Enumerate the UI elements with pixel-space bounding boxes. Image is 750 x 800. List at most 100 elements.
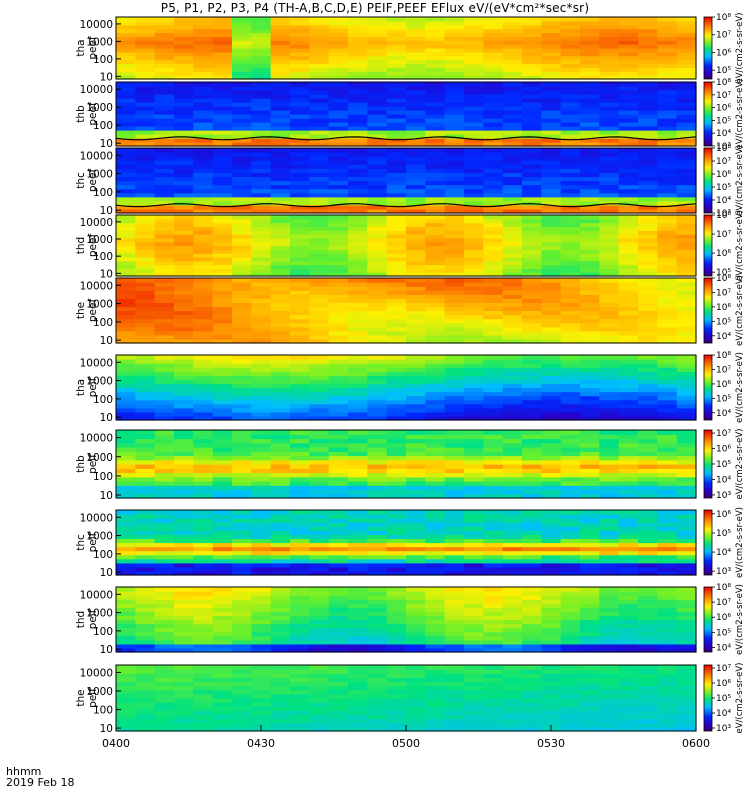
- heatmap-cell: [154, 264, 175, 269]
- heatmap-cell: [599, 230, 620, 235]
- heatmap-cell: [348, 237, 368, 243]
- heatmap-cell: [657, 481, 678, 486]
- heatmap-cell: [638, 451, 658, 457]
- heatmap-cell: [193, 542, 214, 548]
- heatmap-cell: [502, 168, 523, 173]
- heatmap-cell: [676, 17, 697, 22]
- heatmap-cell: [386, 306, 407, 312]
- heatmap-cell: [174, 122, 194, 127]
- heatmap-cell: [116, 122, 136, 127]
- heatmap-cell: [406, 681, 426, 687]
- heatmap-cell: [135, 489, 156, 495]
- heatmap-cell: [232, 546, 252, 552]
- heatmap-cell: [270, 67, 291, 72]
- heatmap-cell: [348, 468, 368, 474]
- heatmap-cell: [444, 718, 465, 724]
- heatmap-cell: [657, 451, 678, 457]
- heatmap-cell: [386, 481, 407, 486]
- heatmap-cell: [638, 706, 658, 711]
- heatmap-cell: [560, 90, 581, 95]
- heatmap-cell: [290, 272, 310, 277]
- heatmap-cell: [560, 485, 581, 491]
- heatmap-cell: [328, 82, 349, 87]
- heatmap-cell: [309, 562, 330, 568]
- heatmap-cell: [232, 126, 252, 131]
- heatmap-cell: [290, 510, 310, 515]
- heatmap-cell: [386, 379, 407, 385]
- heatmap-cell: [309, 631, 330, 637]
- heatmap-cell: [406, 526, 426, 531]
- heatmap-cell: [541, 566, 562, 572]
- heatmap-cell: [232, 156, 252, 161]
- heatmap-cell: [657, 290, 678, 295]
- heatmap-cell: [174, 562, 194, 568]
- heatmap-cell: [290, 631, 310, 637]
- heatmap-cell: [406, 591, 426, 596]
- heatmap-cell: [212, 286, 233, 291]
- heatmap-cell: [386, 455, 407, 461]
- heatmap-cell: [444, 90, 465, 95]
- heatmap-cell: [386, 156, 407, 161]
- heatmap-cell: [348, 148, 368, 153]
- heatmap-cell: [618, 554, 639, 560]
- heatmap-cell: [270, 184, 291, 190]
- heatmap-cell: [502, 59, 523, 65]
- heatmap-cell: [676, 152, 697, 157]
- heatmap-cell: [502, 415, 523, 421]
- heatmap-cell: [154, 685, 175, 691]
- heatmap-cell: [212, 306, 233, 312]
- heatmap-cell: [328, 434, 349, 440]
- heatmap-cell: [541, 411, 562, 417]
- heatmap-cell: [251, 677, 272, 683]
- heatmap-cell: [483, 168, 504, 173]
- heatmap-cell: [135, 530, 156, 535]
- heatmap-cell: [580, 114, 600, 119]
- heatmap-cell: [212, 599, 233, 604]
- heatmap-cell: [232, 403, 252, 409]
- heatmap-cell: [174, 268, 194, 273]
- heatmap-cell: [309, 639, 330, 645]
- heatmap-cell: [251, 451, 272, 457]
- heatmap-cell: [522, 290, 542, 295]
- heatmap-cell: [348, 476, 368, 482]
- heatmap-cell: [541, 298, 562, 303]
- heatmap-cell: [522, 526, 542, 531]
- heatmap-cell: [522, 322, 542, 328]
- heatmap-cell: [676, 90, 697, 95]
- heatmap-cell: [580, 302, 600, 308]
- y-tick-label: 10: [100, 412, 113, 424]
- heatmap-cell: [328, 447, 349, 452]
- heatmap-cell: [464, 562, 484, 568]
- heatmap-cell: [367, 669, 388, 674]
- heatmap-cell: [116, 310, 136, 316]
- heatmap-cell: [464, 20, 484, 26]
- y-tick-label: 10000: [80, 150, 113, 162]
- heatmap-cell: [580, 196, 600, 202]
- heatmap-cell: [386, 200, 407, 206]
- heatmap-cell: [212, 387, 233, 393]
- heatmap-cell: [464, 714, 484, 720]
- heatmap-cell: [154, 314, 175, 320]
- heatmap-cell: [676, 355, 697, 360]
- heatmap-cell: [116, 587, 136, 592]
- heatmap-cell: [348, 447, 368, 452]
- heatmap-cell: [290, 403, 310, 409]
- heatmap-cell: [367, 355, 388, 360]
- heatmap-cell: [386, 546, 407, 552]
- heatmap-cell: [270, 249, 291, 254]
- heatmap-cell: [290, 164, 310, 169]
- heatmap-cell: [135, 282, 156, 287]
- heatmap-cell: [657, 367, 678, 372]
- heatmap-cell: [522, 434, 542, 440]
- heatmap-cell: [444, 180, 465, 186]
- heatmap-cell: [386, 534, 407, 540]
- heatmap-cell: [464, 451, 484, 457]
- heatmap-cell: [483, 192, 504, 198]
- heatmap-cell: [444, 681, 465, 687]
- heatmap-cell: [348, 619, 368, 625]
- heatmap-cell: [541, 322, 562, 328]
- heatmap-cell: [116, 359, 136, 364]
- heatmap-cell: [328, 493, 349, 499]
- heatmap-cell: [135, 192, 156, 198]
